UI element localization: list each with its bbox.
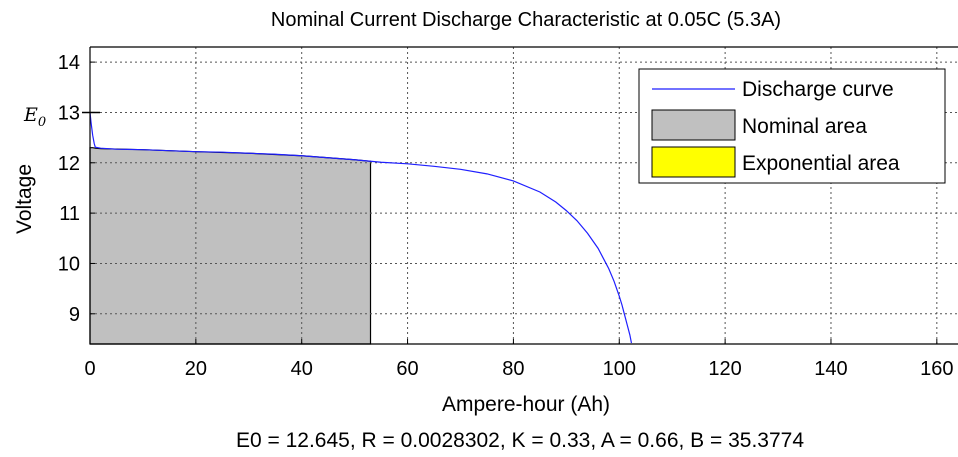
e0-annotation: E0 xyxy=(23,104,100,130)
y-tick-label: 9 xyxy=(69,304,80,326)
discharge-curve xyxy=(89,112,633,344)
parameter-footnote: E0 = 12.645, R = 0.0028302, K = 0.33, A … xyxy=(236,429,804,452)
x-tick-label: 100 xyxy=(603,358,636,380)
nominal-area xyxy=(89,147,372,345)
legend: Discharge curve Nominal area Exponential… xyxy=(638,68,946,184)
nominal-area-layer xyxy=(89,147,372,345)
x-tick-label: 160 xyxy=(920,358,953,380)
chart-title: Nominal Current Discharge Characteristic… xyxy=(271,9,781,31)
x-tick-label: 0 xyxy=(84,358,95,380)
y-tick-label: 13 xyxy=(58,102,80,124)
legend-label-nominal-area: Nominal area xyxy=(742,115,867,138)
x-axis-label: Ampere-hour (Ah) xyxy=(442,393,610,416)
y-tick-label: 14 xyxy=(58,52,80,74)
x-tick-label: 120 xyxy=(708,358,741,380)
legend-label-exponential-area: Exponential area xyxy=(742,152,900,175)
e0-label: E0 xyxy=(23,104,46,130)
x-tick-label: 60 xyxy=(396,358,418,380)
legend-label-discharge-curve: Discharge curve xyxy=(742,78,894,101)
y-tick-label: 12 xyxy=(58,153,80,175)
x-tick-label: 20 xyxy=(185,358,207,380)
legend-swatch-exponential-area xyxy=(651,146,736,178)
x-tick-label: 140 xyxy=(814,358,847,380)
y-tick-label: 10 xyxy=(58,253,80,275)
axes-frame xyxy=(89,46,958,345)
discharge-curve-layer xyxy=(89,112,633,344)
y-axis-label: Voltage xyxy=(13,164,36,234)
x-tick-label: 80 xyxy=(502,358,524,380)
x-tick-label: 40 xyxy=(291,358,313,380)
legend-swatch-nominal-area xyxy=(651,109,736,141)
y-tick-label: 11 xyxy=(59,203,80,225)
tick-labels: 0 20 40 60 80 100 120 140 160 9 10 11 12 13 14 xyxy=(58,52,954,380)
